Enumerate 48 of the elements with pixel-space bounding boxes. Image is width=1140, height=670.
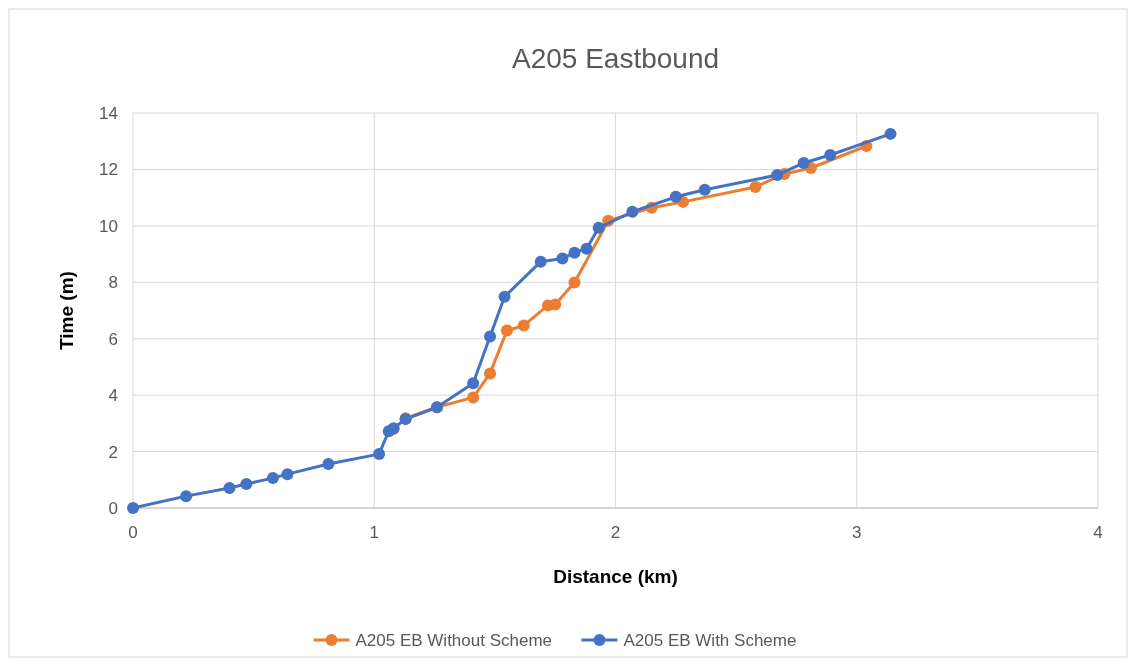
chart-title: A205 Eastbound bbox=[511, 43, 720, 74]
y-tick-label: 6 bbox=[108, 329, 118, 349]
x-tick-label: 0 bbox=[128, 523, 138, 542]
y-tick-label: 2 bbox=[108, 442, 118, 462]
point bbox=[223, 481, 236, 494]
point bbox=[127, 502, 139, 514]
point bbox=[592, 221, 605, 234]
y-tick-label: 10 bbox=[99, 216, 118, 236]
y-tick-label: 4 bbox=[108, 386, 118, 406]
point bbox=[556, 252, 569, 265]
point bbox=[322, 457, 335, 470]
y-tick-label: 8 bbox=[108, 273, 118, 293]
point bbox=[240, 478, 253, 491]
x-tick-label: 4 bbox=[1093, 523, 1103, 542]
point bbox=[824, 149, 837, 162]
legend-label: A205 EB Without Scheme bbox=[355, 630, 553, 650]
point bbox=[500, 324, 513, 337]
point bbox=[568, 246, 581, 259]
point bbox=[373, 448, 386, 461]
point bbox=[884, 127, 897, 140]
point bbox=[498, 290, 511, 303]
point bbox=[797, 156, 810, 169]
point bbox=[180, 490, 193, 503]
point bbox=[266, 472, 279, 485]
point bbox=[771, 169, 784, 182]
point bbox=[749, 180, 762, 193]
x-axis-title: Distance (km) bbox=[553, 566, 678, 587]
x-tick-label: 2 bbox=[610, 523, 621, 542]
point bbox=[467, 391, 480, 404]
x-tick-label: 1 bbox=[369, 523, 379, 542]
point bbox=[467, 377, 480, 390]
y-tick-label: 14 bbox=[99, 103, 118, 123]
point bbox=[549, 298, 562, 311]
y-tick-label: 0 bbox=[108, 498, 118, 518]
point bbox=[281, 468, 294, 481]
point bbox=[534, 255, 547, 268]
point bbox=[580, 242, 593, 255]
y-tick-label: 12 bbox=[99, 160, 118, 180]
y-axis-title: Time (m) bbox=[56, 271, 77, 350]
point bbox=[484, 330, 497, 343]
point bbox=[484, 367, 497, 380]
legend-label: A205 EB With Scheme bbox=[623, 630, 797, 650]
x-tick-label: 3 bbox=[852, 523, 862, 542]
point bbox=[517, 319, 530, 332]
point bbox=[669, 190, 682, 203]
point bbox=[568, 276, 581, 289]
point bbox=[698, 183, 711, 196]
point bbox=[626, 205, 639, 218]
